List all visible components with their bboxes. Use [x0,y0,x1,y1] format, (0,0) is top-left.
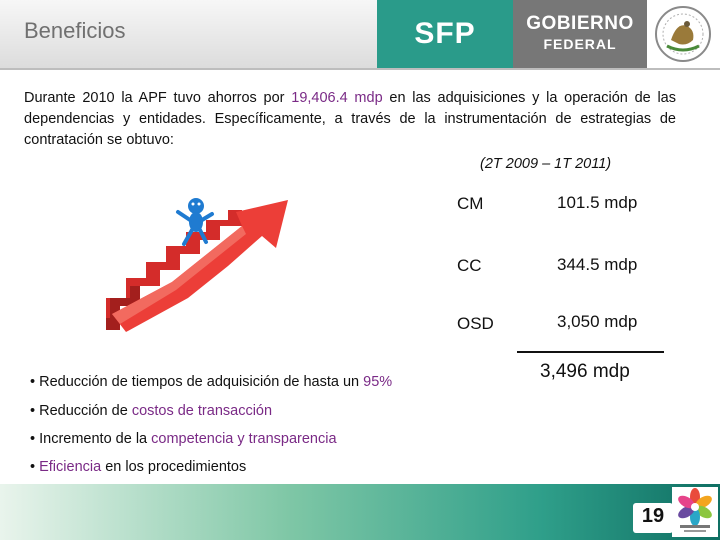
mexico-seal-icon [647,0,720,68]
bullet-3-text: • Incremento de la [30,431,152,447]
header-left-panel [0,0,377,68]
saving-label-cc: CC [457,256,482,275]
growth-arrow-illustration [106,198,288,332]
saving-value-cc: 344.5 mdp [557,255,638,274]
saving-label-osd: OSD [457,314,494,333]
intro-text-2: en las adquisiciones y la operación de l… [24,90,676,148]
gobierno-federal-logo: GOBIERNO FEDERAL [513,0,647,68]
footer-band [0,484,720,540]
running-figure-icon [176,198,214,246]
header-divider [0,68,720,70]
sfp-logo: SFP [377,0,513,68]
saving-label-cm: CM [457,194,484,213]
vivir-mejor-logo-icon [672,487,718,537]
bullet-1-highlight: 95% [363,374,393,390]
bullet-tiempos: • Reducción de tiempos de adquisición de… [30,374,392,390]
saving-value-cm: 101.5 mdp [557,193,638,212]
saving-value-osd: 3,050 mdp [557,312,638,331]
bullet-4-highlight: Eficiencia [39,459,102,475]
bullet-4-text: • [30,459,40,475]
sum-line [517,351,664,353]
gobierno-line1: GOBIERNO [526,13,634,34]
intro-text-1: Durante 2010 la APF tuvo ahorros por [24,90,292,106]
bullet-1-text: • Reducción de tiempos de adquisición de… [30,374,364,390]
bullet-eficiencia: • Eficiencia en los procedimientos [30,459,246,475]
bullet-competencia: • Incremento de la competencia y transpa… [30,431,337,447]
page-title: Beneficios [24,18,126,43]
period-label: (2T 2009 – 1T 2011) [480,156,612,172]
gobierno-line2: FEDERAL [543,36,617,52]
intro-paragraph: Durante 2010 la APF tuvo ahorros por 19,… [24,88,676,151]
intro-amount: 19,406.4 mdp [291,90,383,106]
bullet-3-highlight: competencia y transparencia [151,431,337,447]
bullet-4-text-post: en los procedimientos [101,459,247,475]
bullet-costos: • Reducción de costos de transacción [30,403,272,419]
savings-total: 3,496 mdp [540,361,630,382]
bullet-2-text: • Reducción de [30,403,132,419]
page-number: 19 [641,505,665,527]
page-number-box [633,503,673,533]
bullet-2-highlight: costos de transacción [131,403,273,419]
